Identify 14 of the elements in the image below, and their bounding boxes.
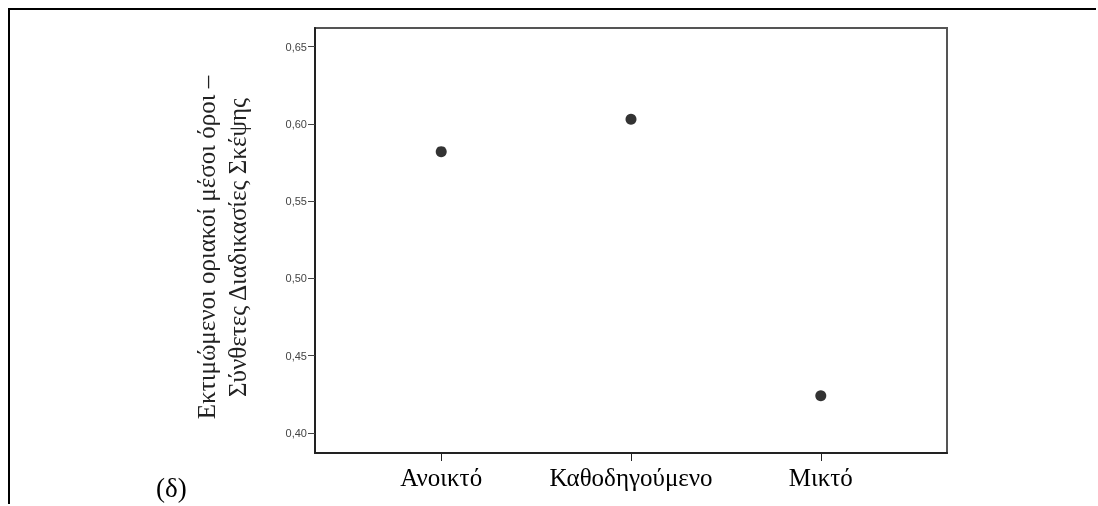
y-tick-label: 0,55 bbox=[285, 195, 307, 208]
x-tick-label: Ανοικτό bbox=[400, 464, 483, 491]
y-tick-label: 0,45 bbox=[285, 349, 307, 362]
x-tick-label: Μικτό bbox=[788, 464, 853, 491]
y-tick-label: 0,60 bbox=[285, 117, 307, 130]
point bbox=[815, 390, 827, 402]
y-tick-label: 0,65 bbox=[285, 40, 307, 53]
y-axis-title: Εκτιμώμενοι οριακοί μέσοι όροι – Σύνθετες Διαδικασίες Σκέψης bbox=[193, 75, 251, 420]
point bbox=[435, 146, 447, 158]
point bbox=[625, 113, 637, 125]
y-tick-label: 0,50 bbox=[285, 272, 307, 285]
y-tick-label: 0,40 bbox=[285, 426, 307, 439]
x-tick-label: Καθοδηγούμενο bbox=[549, 464, 713, 491]
text: (δ) bbox=[156, 472, 187, 503]
